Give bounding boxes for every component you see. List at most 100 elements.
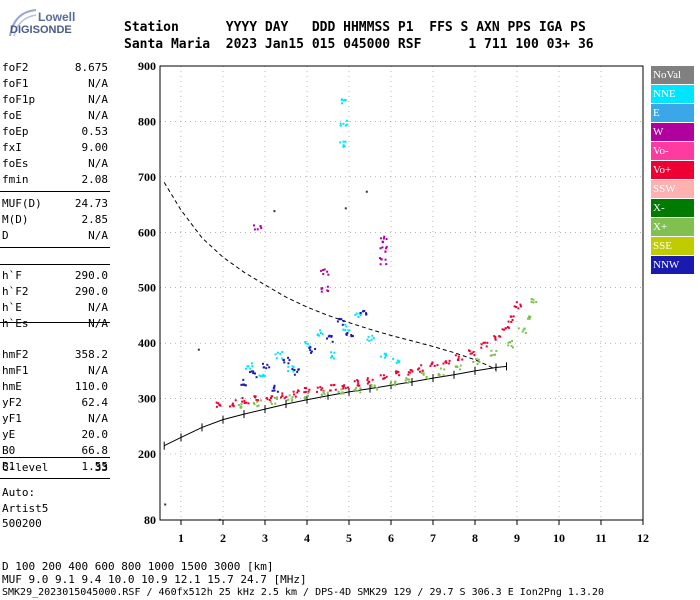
data-point [322,273,325,276]
data-point [321,387,324,390]
y-tick-label: 700 [138,170,156,184]
data-point [343,384,346,387]
data-point [310,351,313,354]
separator-line [0,247,110,248]
data-point [346,119,349,122]
data-point [262,366,265,369]
data-point [376,388,379,391]
data-point [494,338,497,341]
data-point [330,335,333,338]
data-point [320,388,323,391]
data-point [419,370,422,373]
data-point [242,378,245,381]
data-point [425,375,428,378]
data-point [395,370,398,373]
data-point [344,124,347,127]
data-point [476,362,479,365]
data-point [330,384,333,387]
x-tick-label: 6 [388,531,394,545]
x-tick-label: 5 [346,531,352,545]
data-point [461,358,464,361]
data-point [262,373,265,376]
param-value: N/A [88,109,108,122]
data-point [392,357,395,360]
x-tick-label: 3 [262,531,268,545]
param-name: yF1 [2,412,22,425]
y-tick-label: 800 [138,114,156,128]
legend-item: Vo+ [651,161,694,179]
data-point [384,247,387,250]
data-point [316,386,319,389]
data-point [244,367,247,370]
data-point [217,402,220,405]
logo-lowell: Lowell [38,10,76,24]
data-point [524,331,527,334]
data-point [303,386,306,389]
auto-code: 500200 [2,517,42,530]
data-point [394,384,397,387]
data-point [260,399,263,402]
data-point [454,354,457,357]
data-point [339,141,342,144]
data-point [383,235,386,238]
data-point [340,318,343,321]
data-point [342,145,345,148]
data-point [384,258,387,261]
param-value: 24.73 [74,197,108,210]
param-name: yE [2,428,16,441]
distance-line: D 100 200 400 600 800 1000 1500 3000 [km… [2,560,274,573]
data-point [344,323,347,326]
header-values: Santa Maria 2023 Jan15 015 045000 RSF 1 … [124,37,594,52]
data-point [442,362,445,365]
data-point [297,368,300,371]
data-point [365,313,368,316]
isolated-marker [365,190,368,193]
data-point [270,402,273,405]
data-point [322,391,325,394]
data-point [504,327,507,330]
data-point [494,353,497,356]
data-point [250,362,253,365]
param-value: N/A [88,364,108,377]
data-point [320,393,323,396]
data-point [367,381,370,384]
data-point [281,395,284,398]
data-point [309,346,312,349]
data-point [519,303,522,306]
data-point [350,334,353,337]
data-point [215,405,218,408]
data-point [385,238,388,241]
param-name: B1 [2,460,16,473]
param-value: 0.53 [81,125,109,138]
isolated-marker [344,207,347,210]
data-point [472,360,475,363]
data-point [384,250,387,253]
logo-digisonde: DIGISONDE [10,24,72,36]
data-point [231,404,234,407]
data-point [279,352,282,355]
data-point [345,325,348,328]
data-point [384,356,387,359]
data-point [357,380,360,383]
data-point [444,360,447,363]
data-point [231,402,234,405]
y-tick-label: 80 [144,513,156,527]
param-name: foEp [2,125,29,138]
data-point [385,263,388,266]
true-height-curve [163,365,507,447]
param-value: N/A [88,301,108,314]
data-point [310,350,313,353]
data-point [319,386,322,389]
data-point [411,370,414,373]
param-value: 1.55 [81,460,109,473]
legend-item: NoVal [651,66,694,84]
data-point [250,370,253,373]
data-point [507,326,510,329]
data-point [240,403,243,406]
isolated-marker [218,518,221,521]
data-point [342,144,345,147]
dashed-curve [163,182,497,371]
data-point [297,390,300,393]
data-point [422,373,425,376]
data-point [472,350,475,353]
